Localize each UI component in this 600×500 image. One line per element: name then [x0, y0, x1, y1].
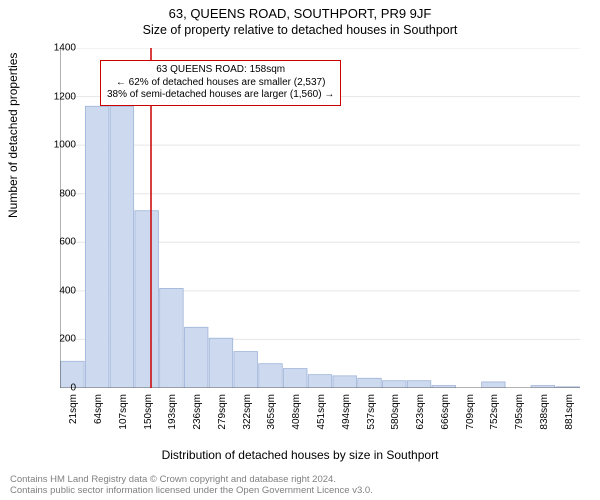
x-tick-label: 322sqm	[242, 394, 253, 430]
x-tick-label: 494sqm	[341, 394, 352, 430]
y-tick-label: 200	[59, 334, 76, 345]
x-tick-label: 709sqm	[465, 394, 476, 430]
x-tick-label: 666sqm	[440, 394, 451, 430]
x-tick-label: 623sqm	[415, 394, 426, 430]
y-tick-label: 400	[59, 285, 76, 296]
x-tick-label: 64sqm	[93, 394, 104, 424]
x-tick-label: 537sqm	[366, 394, 377, 430]
x-tick-label: 365sqm	[266, 394, 277, 430]
x-tick-label: 580sqm	[390, 394, 401, 430]
y-tick-label: 0	[70, 383, 76, 394]
annotation-line-1: 63 QUEENS ROAD: 158sqm	[107, 64, 334, 77]
x-tick-label: 838sqm	[539, 394, 550, 430]
y-tick-label: 800	[59, 188, 76, 199]
x-tick-label: 408sqm	[291, 394, 302, 430]
y-tick-label: 600	[59, 237, 76, 248]
annotation-box: 63 QUEENS ROAD: 158sqm ← 62% of detached…	[100, 60, 341, 106]
chart-container: 63, QUEENS ROAD, SOUTHPORT, PR9 9JF Size…	[0, 0, 600, 500]
y-tick-label: 1400	[54, 43, 76, 54]
x-tick-label: 236sqm	[192, 394, 203, 430]
x-tick-label: 107sqm	[118, 394, 129, 430]
y-tick-label: 1200	[54, 91, 76, 102]
x-tick-label: 881sqm	[564, 394, 575, 430]
page-subtitle: Size of property relative to detached ho…	[0, 21, 600, 37]
page-title: 63, QUEENS ROAD, SOUTHPORT, PR9 9JF	[0, 0, 600, 21]
x-axis-label: Distribution of detached houses by size …	[0, 448, 600, 462]
footer-attribution: Contains HM Land Registry data © Crown c…	[10, 475, 373, 497]
annotation-line-2: ← 62% of detached houses are smaller (2,…	[107, 77, 334, 90]
chart-area: 63 QUEENS ROAD: 158sqm ← 62% of detached…	[60, 48, 580, 388]
x-tick-label: 21sqm	[68, 394, 79, 424]
x-tick-label: 451sqm	[316, 394, 327, 430]
annotation-line-3: 38% of semi-detached houses are larger (…	[107, 89, 334, 102]
x-tick-label: 795sqm	[514, 394, 525, 430]
footer-line-2: Contains public sector information licen…	[10, 486, 373, 497]
x-tick-label: 279sqm	[217, 394, 228, 430]
x-tick-label: 193sqm	[167, 394, 178, 430]
x-tick-label: 752sqm	[489, 394, 500, 430]
x-tick-label: 150sqm	[143, 394, 154, 430]
y-axis-label: Number of detached properties	[6, 53, 20, 218]
y-tick-label: 1000	[54, 140, 76, 151]
